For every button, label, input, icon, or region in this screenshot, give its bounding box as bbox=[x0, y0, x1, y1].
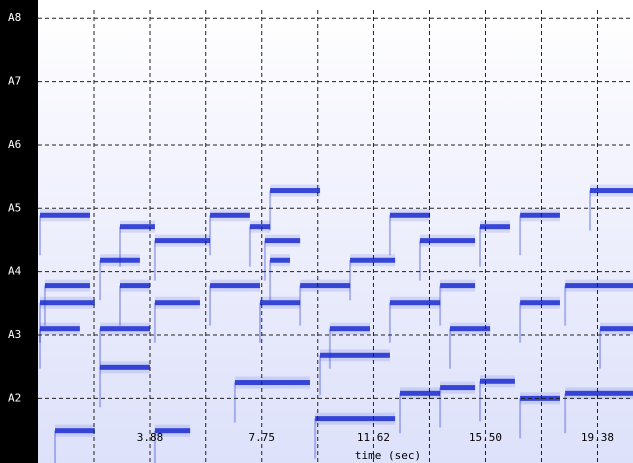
note bbox=[100, 257, 140, 263]
plot-background bbox=[38, 10, 633, 463]
note bbox=[260, 300, 301, 306]
note bbox=[210, 283, 261, 289]
x-tick-label: 11.62 bbox=[357, 431, 390, 444]
x-axis-label: time (sec) bbox=[355, 449, 421, 462]
notes bbox=[39, 184, 633, 463]
note bbox=[400, 390, 441, 396]
note bbox=[234, 380, 310, 386]
note bbox=[100, 326, 151, 332]
note bbox=[565, 390, 633, 396]
note bbox=[440, 385, 476, 391]
note bbox=[55, 428, 95, 434]
note bbox=[154, 428, 191, 434]
y-tick-label: A4 bbox=[8, 265, 22, 278]
note bbox=[40, 300, 95, 306]
note bbox=[589, 188, 633, 194]
note bbox=[44, 283, 90, 289]
y-tick-label: A3 bbox=[8, 328, 21, 341]
note bbox=[565, 283, 633, 289]
x-tick-label: 19.38 bbox=[581, 431, 614, 444]
note bbox=[600, 326, 633, 332]
y-axis-band bbox=[0, 0, 38, 463]
note bbox=[100, 364, 151, 370]
note bbox=[300, 283, 351, 289]
note bbox=[389, 300, 441, 306]
note bbox=[154, 238, 211, 244]
x-tick-label: 3.88 bbox=[137, 431, 164, 444]
note bbox=[419, 238, 476, 244]
y-tick-label: A8 bbox=[8, 11, 21, 24]
note bbox=[389, 212, 431, 218]
note bbox=[249, 224, 271, 230]
grid bbox=[38, 10, 633, 463]
note bbox=[440, 283, 476, 289]
note bbox=[329, 326, 370, 332]
note bbox=[449, 326, 491, 332]
note bbox=[270, 257, 291, 263]
y-tick-label: A6 bbox=[8, 138, 21, 151]
labels: A2 A3 A4 A5 A6 A7 A8 3.88 7.75 11.62 15.50 19.38 bbox=[8, 11, 614, 444]
note bbox=[479, 378, 515, 384]
note bbox=[479, 224, 511, 230]
note bbox=[350, 257, 396, 263]
note bbox=[520, 212, 560, 218]
note bbox=[154, 300, 200, 306]
note bbox=[40, 326, 80, 332]
y-tick-label: A5 bbox=[8, 201, 21, 214]
note bbox=[520, 300, 560, 306]
note bbox=[119, 283, 151, 289]
y-tick-label: A2 bbox=[8, 391, 21, 404]
note bbox=[520, 395, 560, 401]
note bbox=[210, 212, 250, 218]
y-tick-label: A7 bbox=[8, 75, 21, 88]
note bbox=[320, 352, 390, 358]
note bbox=[264, 238, 301, 244]
x-tick-label: 15.50 bbox=[469, 431, 502, 444]
note bbox=[119, 224, 155, 230]
note bbox=[40, 212, 90, 218]
note bbox=[315, 416, 396, 422]
x-tick-label: 7.75 bbox=[248, 431, 275, 444]
note bbox=[270, 188, 321, 194]
